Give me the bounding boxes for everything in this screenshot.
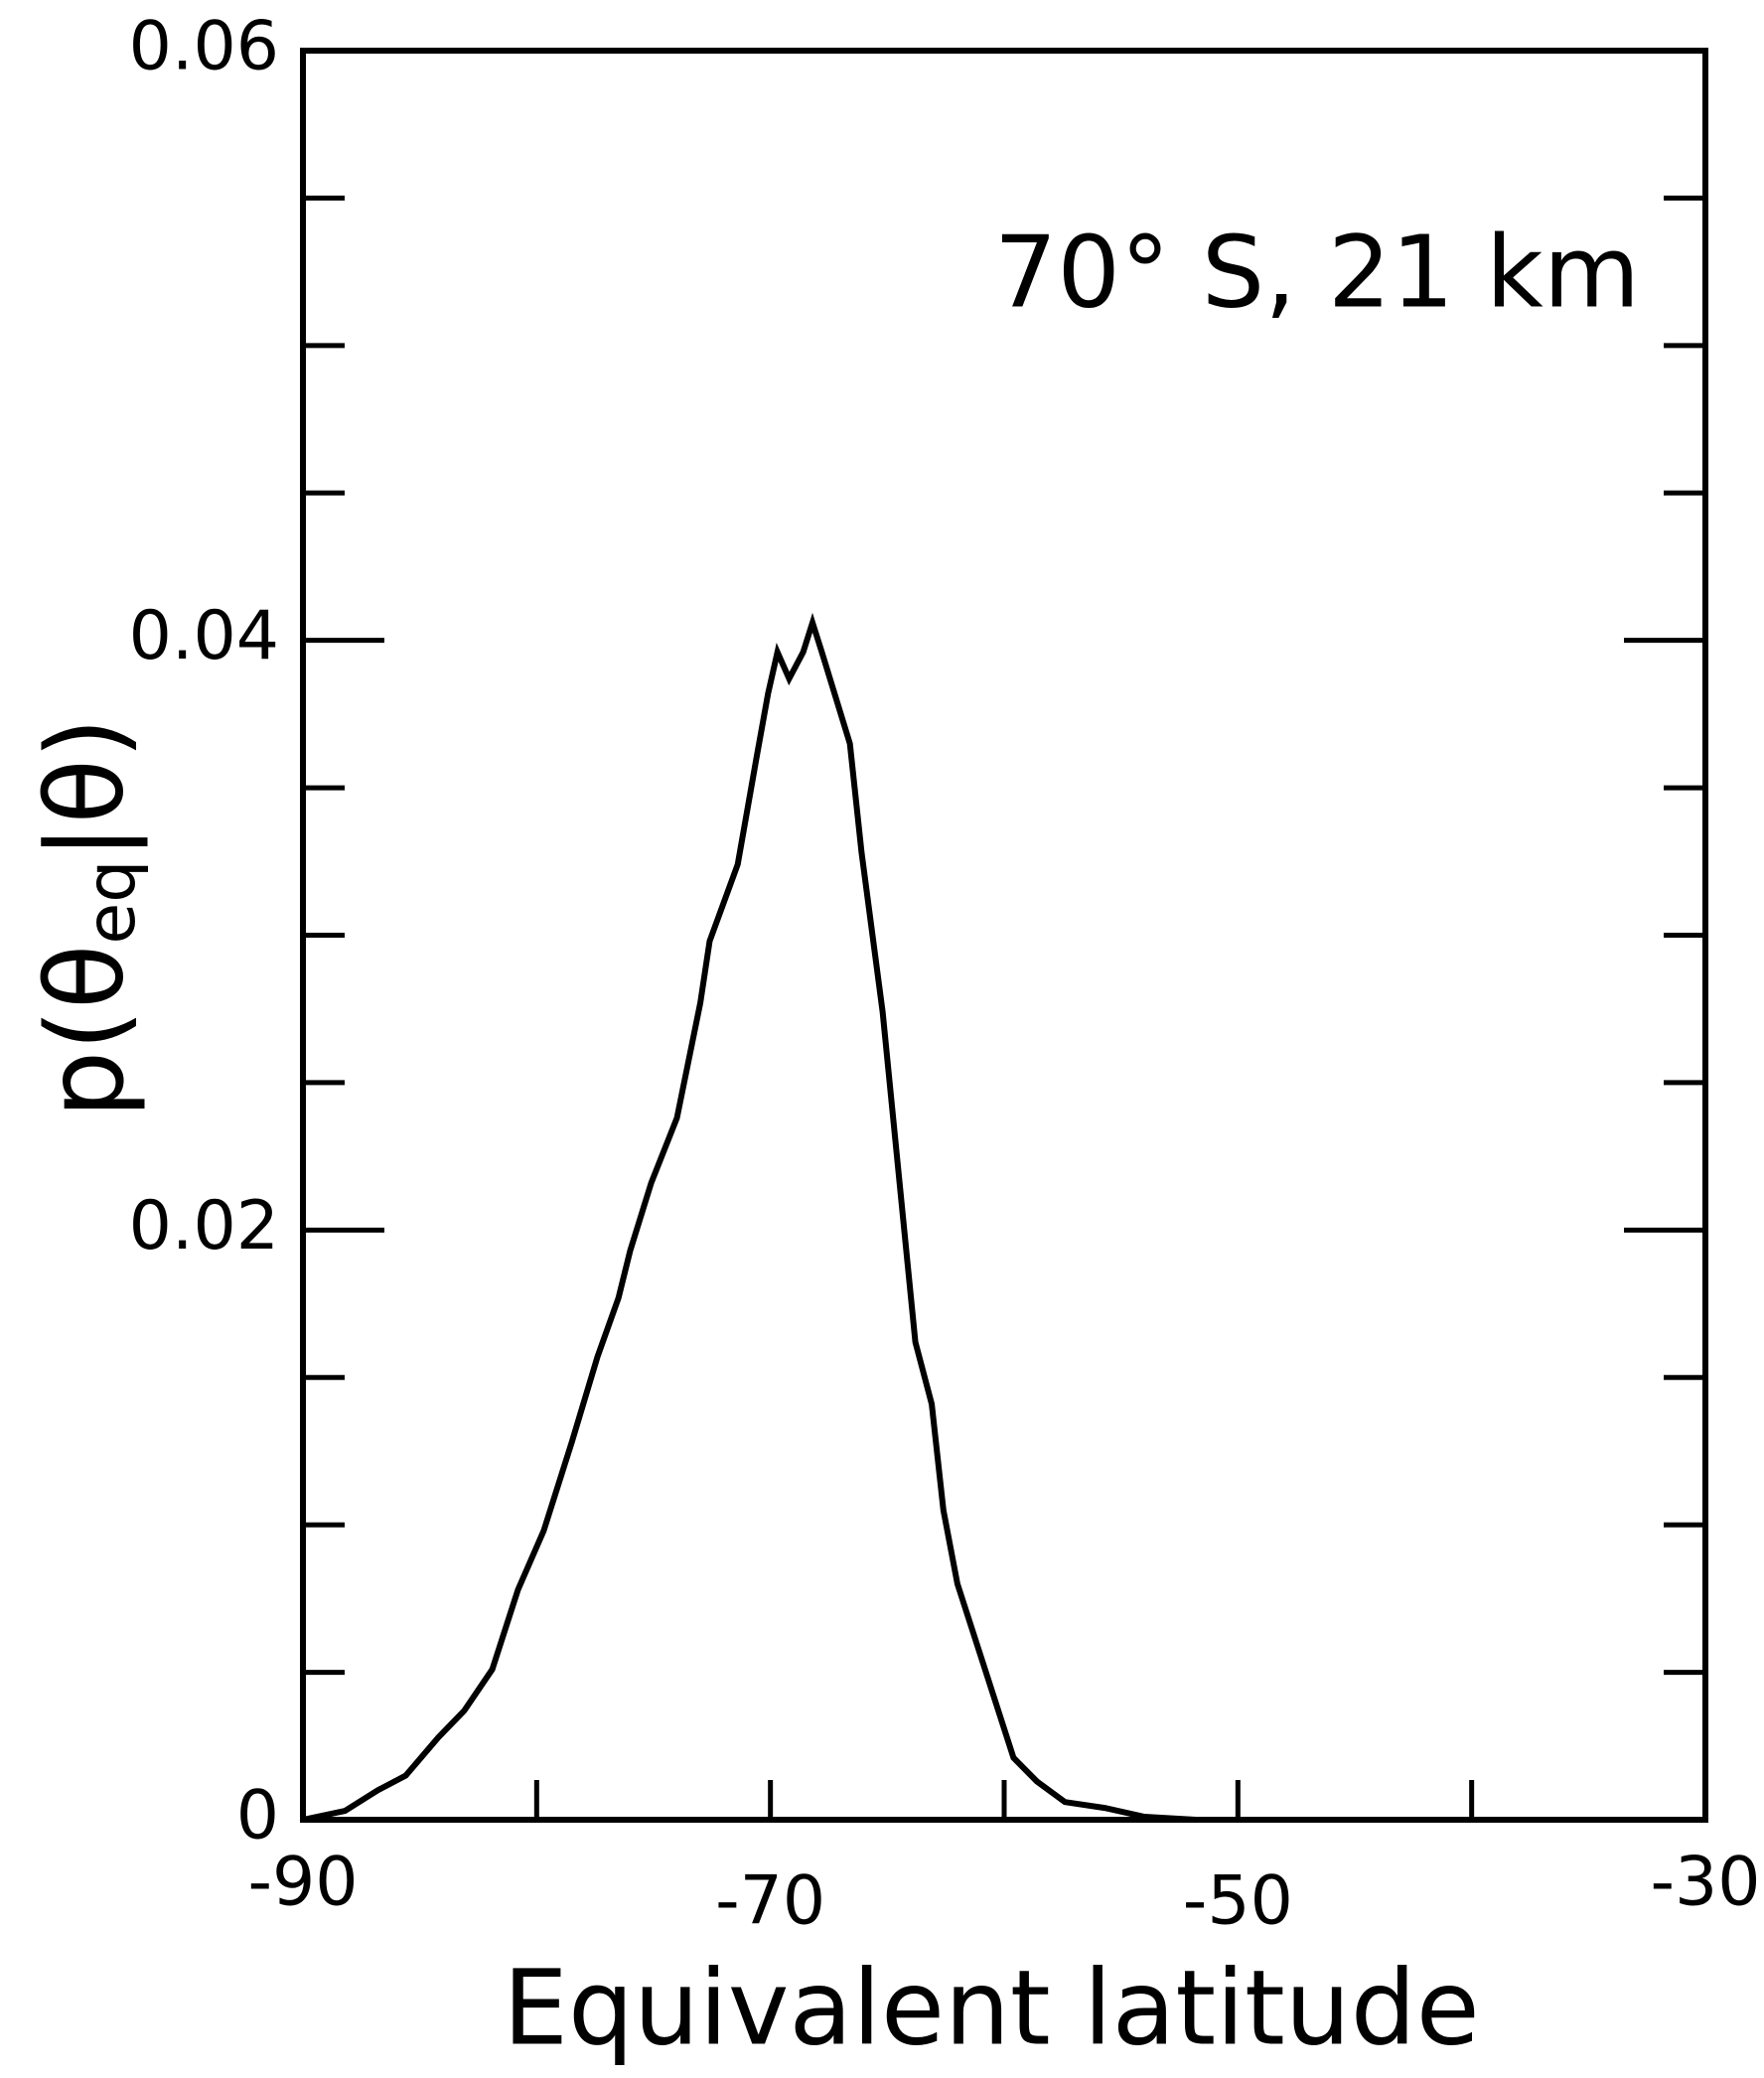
y-label-part: p(θ: [25, 945, 148, 1118]
x-tick-label: -70: [715, 1862, 825, 1941]
y-tick-label: 0.04: [129, 597, 279, 675]
y-tick-label: 0.02: [129, 1187, 279, 1265]
x-axis-label: Equivalent latitude: [503, 1947, 1479, 2068]
x-tick-label: -50: [1183, 1862, 1293, 1941]
x-tick-label: -30: [1650, 1844, 1760, 1922]
data-line: [302, 612, 1705, 1823]
y-label-part: |θ): [25, 717, 148, 859]
y-label-subscript: eq: [73, 860, 151, 945]
annotation: 70° S, 21 km: [994, 214, 1640, 330]
x-tick-label: -90: [247, 1844, 358, 1922]
y-tick-label: 0.06: [129, 8, 279, 86]
y-tick-label: 0: [236, 1777, 279, 1855]
y-axis-label: p(θeq|θ): [25, 717, 150, 1117]
